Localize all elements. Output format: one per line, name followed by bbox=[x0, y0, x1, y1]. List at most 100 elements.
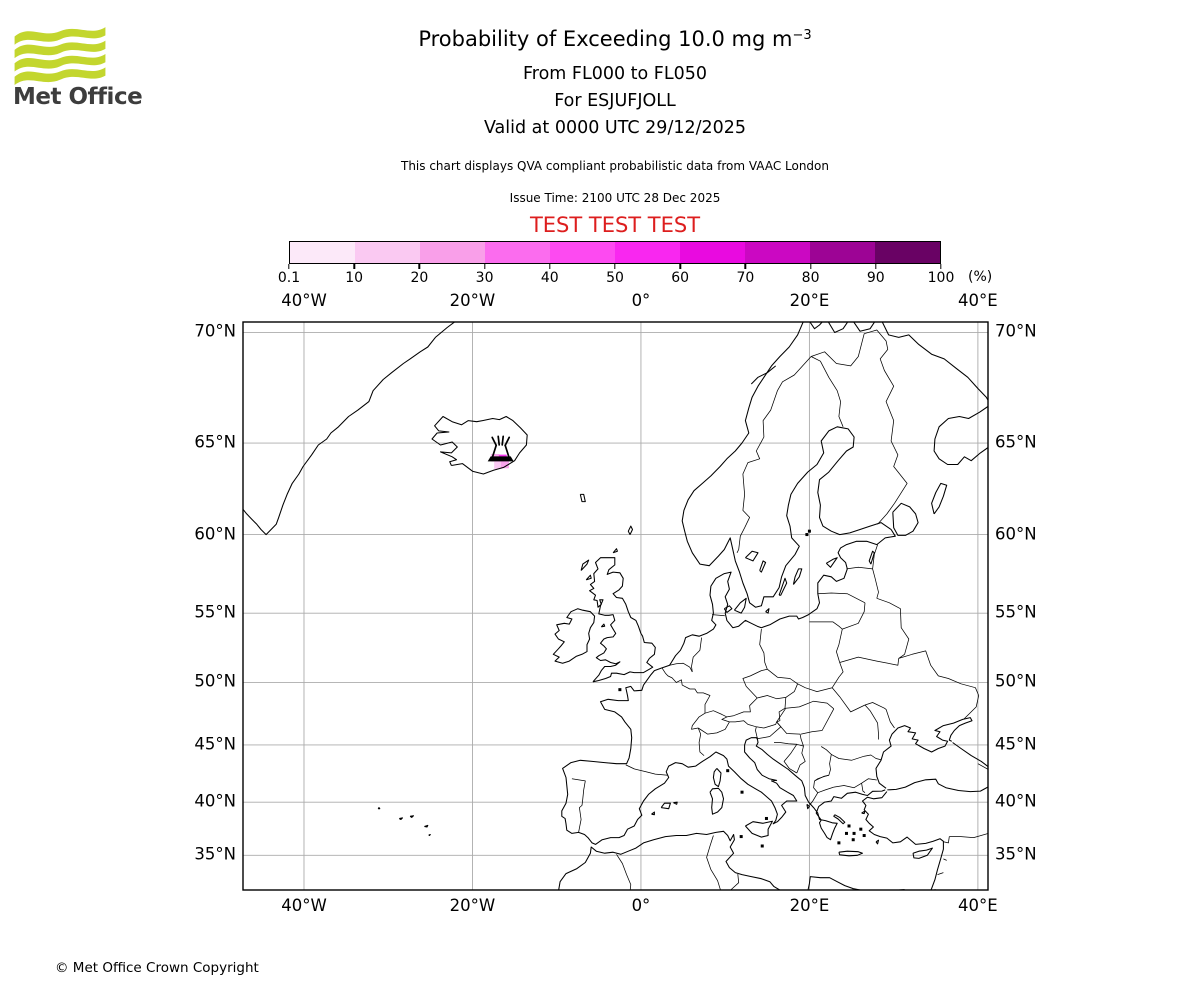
country-border-path bbox=[571, 778, 586, 833]
country-border-path bbox=[776, 697, 787, 723]
country-border-path bbox=[767, 668, 833, 692]
country-border-path bbox=[704, 710, 728, 718]
country-border-path bbox=[872, 544, 878, 569]
logo-wave-4 bbox=[14, 67, 106, 85]
volcano-base bbox=[487, 456, 514, 462]
coastline-path bbox=[881, 322, 988, 402]
country-border-path bbox=[697, 727, 705, 756]
lon-tick-label-top: 20°E bbox=[789, 291, 830, 310]
country-border bbox=[571, 329, 988, 890]
country-border-path bbox=[756, 721, 777, 729]
met-office-logo-text: Met Office bbox=[13, 84, 143, 110]
coastline-path bbox=[552, 608, 596, 664]
country-border-path bbox=[846, 566, 873, 570]
small-island-dot bbox=[807, 529, 811, 533]
lat-tick-label-left: 45°N bbox=[194, 734, 236, 754]
lon-tick-label-bottom: 20°W bbox=[449, 896, 496, 915]
colorbar-segment bbox=[810, 242, 875, 263]
country-border-path bbox=[755, 726, 758, 738]
country-border-path bbox=[756, 721, 782, 740]
coastline-path bbox=[792, 568, 803, 585]
lat-tick-label-right: 50°N bbox=[995, 672, 1037, 692]
country-border-path bbox=[616, 854, 632, 890]
lon-tick-label-bottom: 20°E bbox=[789, 896, 830, 915]
volcano-eruption-line bbox=[491, 436, 498, 447]
country-border-path bbox=[697, 721, 730, 735]
small-island-dot bbox=[726, 769, 730, 773]
coastline-path bbox=[243, 322, 456, 536]
country-border-path bbox=[861, 783, 866, 793]
country-border-path bbox=[785, 683, 798, 698]
country-border-path bbox=[800, 708, 835, 735]
country-border-path bbox=[937, 872, 944, 875]
country-border-path bbox=[839, 656, 900, 666]
coastline-path bbox=[875, 839, 880, 845]
coastline-path bbox=[651, 811, 655, 816]
country-border-path bbox=[810, 329, 889, 367]
country-border-path bbox=[625, 764, 668, 776]
country-border-path bbox=[810, 356, 844, 427]
lat-tick-label-left: 70°N bbox=[194, 322, 236, 342]
small-island-dot bbox=[764, 816, 768, 820]
small-island-dot bbox=[740, 790, 744, 794]
coastline-path bbox=[627, 525, 634, 535]
coastline-path bbox=[733, 597, 747, 614]
coastline-path bbox=[589, 557, 656, 683]
colorbar-segment bbox=[745, 242, 810, 263]
ash-probability-cells bbox=[491, 454, 509, 469]
coastline-path bbox=[709, 787, 725, 815]
country-border-path bbox=[726, 697, 758, 718]
country-border-path bbox=[809, 792, 819, 806]
coastline-path bbox=[579, 493, 586, 503]
subtitle-volcano-name: For ESJUFJOLL bbox=[554, 91, 676, 111]
subtitle-valid-time: Valid at 0000 UTC 29/12/2025 bbox=[483, 118, 747, 138]
small-island-dot bbox=[852, 831, 856, 835]
colorbar bbox=[289, 241, 941, 264]
coastline-path bbox=[612, 548, 618, 554]
lat-tick-label-left: 35°N bbox=[194, 844, 236, 864]
lon-tick-label-top: 40°E bbox=[958, 291, 998, 310]
coastline-path bbox=[952, 742, 988, 768]
coastline bbox=[243, 322, 988, 890]
coastline-path bbox=[377, 807, 381, 810]
country-border-path bbox=[877, 349, 908, 525]
country-border-path bbox=[814, 774, 829, 782]
country-border-path bbox=[706, 835, 721, 890]
lat-tick-label-right: 35°N bbox=[995, 844, 1037, 864]
small-island-dot bbox=[862, 834, 866, 838]
coastline-path bbox=[585, 574, 592, 581]
issue-time: Issue Time: 2100 UTC 28 Dec 2025 bbox=[509, 191, 721, 205]
country-border-path bbox=[759, 629, 768, 670]
small-island-dot bbox=[618, 688, 622, 692]
colorbar-segment bbox=[550, 242, 615, 263]
coastline-path bbox=[745, 820, 773, 838]
coastline-path bbox=[580, 559, 590, 571]
coastline-path bbox=[558, 830, 781, 890]
lat-tick-label-left: 65°N bbox=[194, 432, 236, 452]
coastline-path bbox=[861, 791, 944, 890]
colorbar-unit-label: (%) bbox=[968, 269, 993, 285]
coastline-path bbox=[868, 550, 875, 565]
country-border-path bbox=[730, 874, 740, 890]
country-border-path bbox=[943, 836, 950, 844]
coastline-path bbox=[398, 817, 404, 821]
coastline-path bbox=[875, 717, 973, 789]
logo-wave-2 bbox=[14, 40, 106, 59]
coastline-path bbox=[750, 365, 777, 385]
small-island-dot bbox=[805, 533, 809, 537]
country-border-path bbox=[774, 742, 798, 774]
lat-tick-label-left: 60°N bbox=[194, 524, 236, 544]
small-island-dot bbox=[844, 831, 848, 835]
colorbar-segment bbox=[615, 242, 680, 263]
coastline-path bbox=[887, 778, 988, 793]
volcano-eruption-line bbox=[501, 435, 505, 446]
colorbar-segment bbox=[485, 242, 550, 263]
country-border-path bbox=[691, 637, 702, 672]
country-border-path bbox=[776, 721, 804, 747]
small-island-dot bbox=[837, 841, 841, 845]
map-layers bbox=[243, 322, 988, 890]
small-island-dot bbox=[760, 844, 764, 848]
country-border-path bbox=[876, 597, 910, 659]
lon-tick-label-top: 20°W bbox=[449, 291, 496, 310]
